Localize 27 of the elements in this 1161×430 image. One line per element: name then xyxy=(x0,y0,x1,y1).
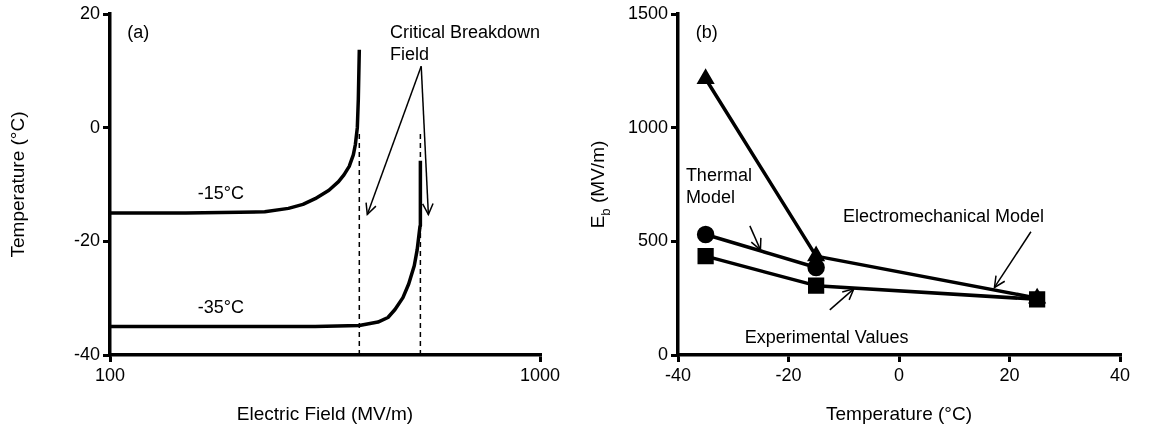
y-axis-title: Eb (MV/m) xyxy=(587,140,613,229)
y-tick-label: 1000 xyxy=(627,116,668,137)
x-tick-label: -40 xyxy=(664,364,692,385)
x-tick-label: 20 xyxy=(999,364,1020,385)
y-tick-label: 1500 xyxy=(627,2,668,23)
y-tick-label: 500 xyxy=(637,230,668,251)
annotation: Electromechanical Model xyxy=(842,205,1045,226)
y-tick-label: 0 xyxy=(89,116,100,137)
x-tick-label: 1000 xyxy=(519,364,561,385)
annotation: -15°C xyxy=(197,182,244,203)
annotation: (b) xyxy=(695,22,718,43)
y-tick-label: 20 xyxy=(79,2,100,23)
y-tick-label: 0 xyxy=(657,343,668,364)
x-tick-label: 0 xyxy=(893,364,905,385)
x-axis-title: Electric Field (MV/m) xyxy=(236,402,414,424)
y-axis-title: Temperature (°C) xyxy=(7,111,28,258)
annotation: Critical Breakdown Field xyxy=(390,22,541,65)
y-tick-label: -20 xyxy=(73,230,100,251)
annotation: Thermal Model xyxy=(685,164,752,207)
annotation: Experimental Values xyxy=(744,326,909,347)
x-tick-label: 100 xyxy=(94,364,126,385)
x-tick-label: -20 xyxy=(775,364,802,385)
y-tick-label: -40 xyxy=(73,343,100,364)
annotation: (a) xyxy=(127,22,150,43)
x-tick-label: 40 xyxy=(1109,364,1131,385)
x-axis-title: Temperature (°C) xyxy=(826,402,972,424)
annotation: -35°C xyxy=(197,296,244,317)
